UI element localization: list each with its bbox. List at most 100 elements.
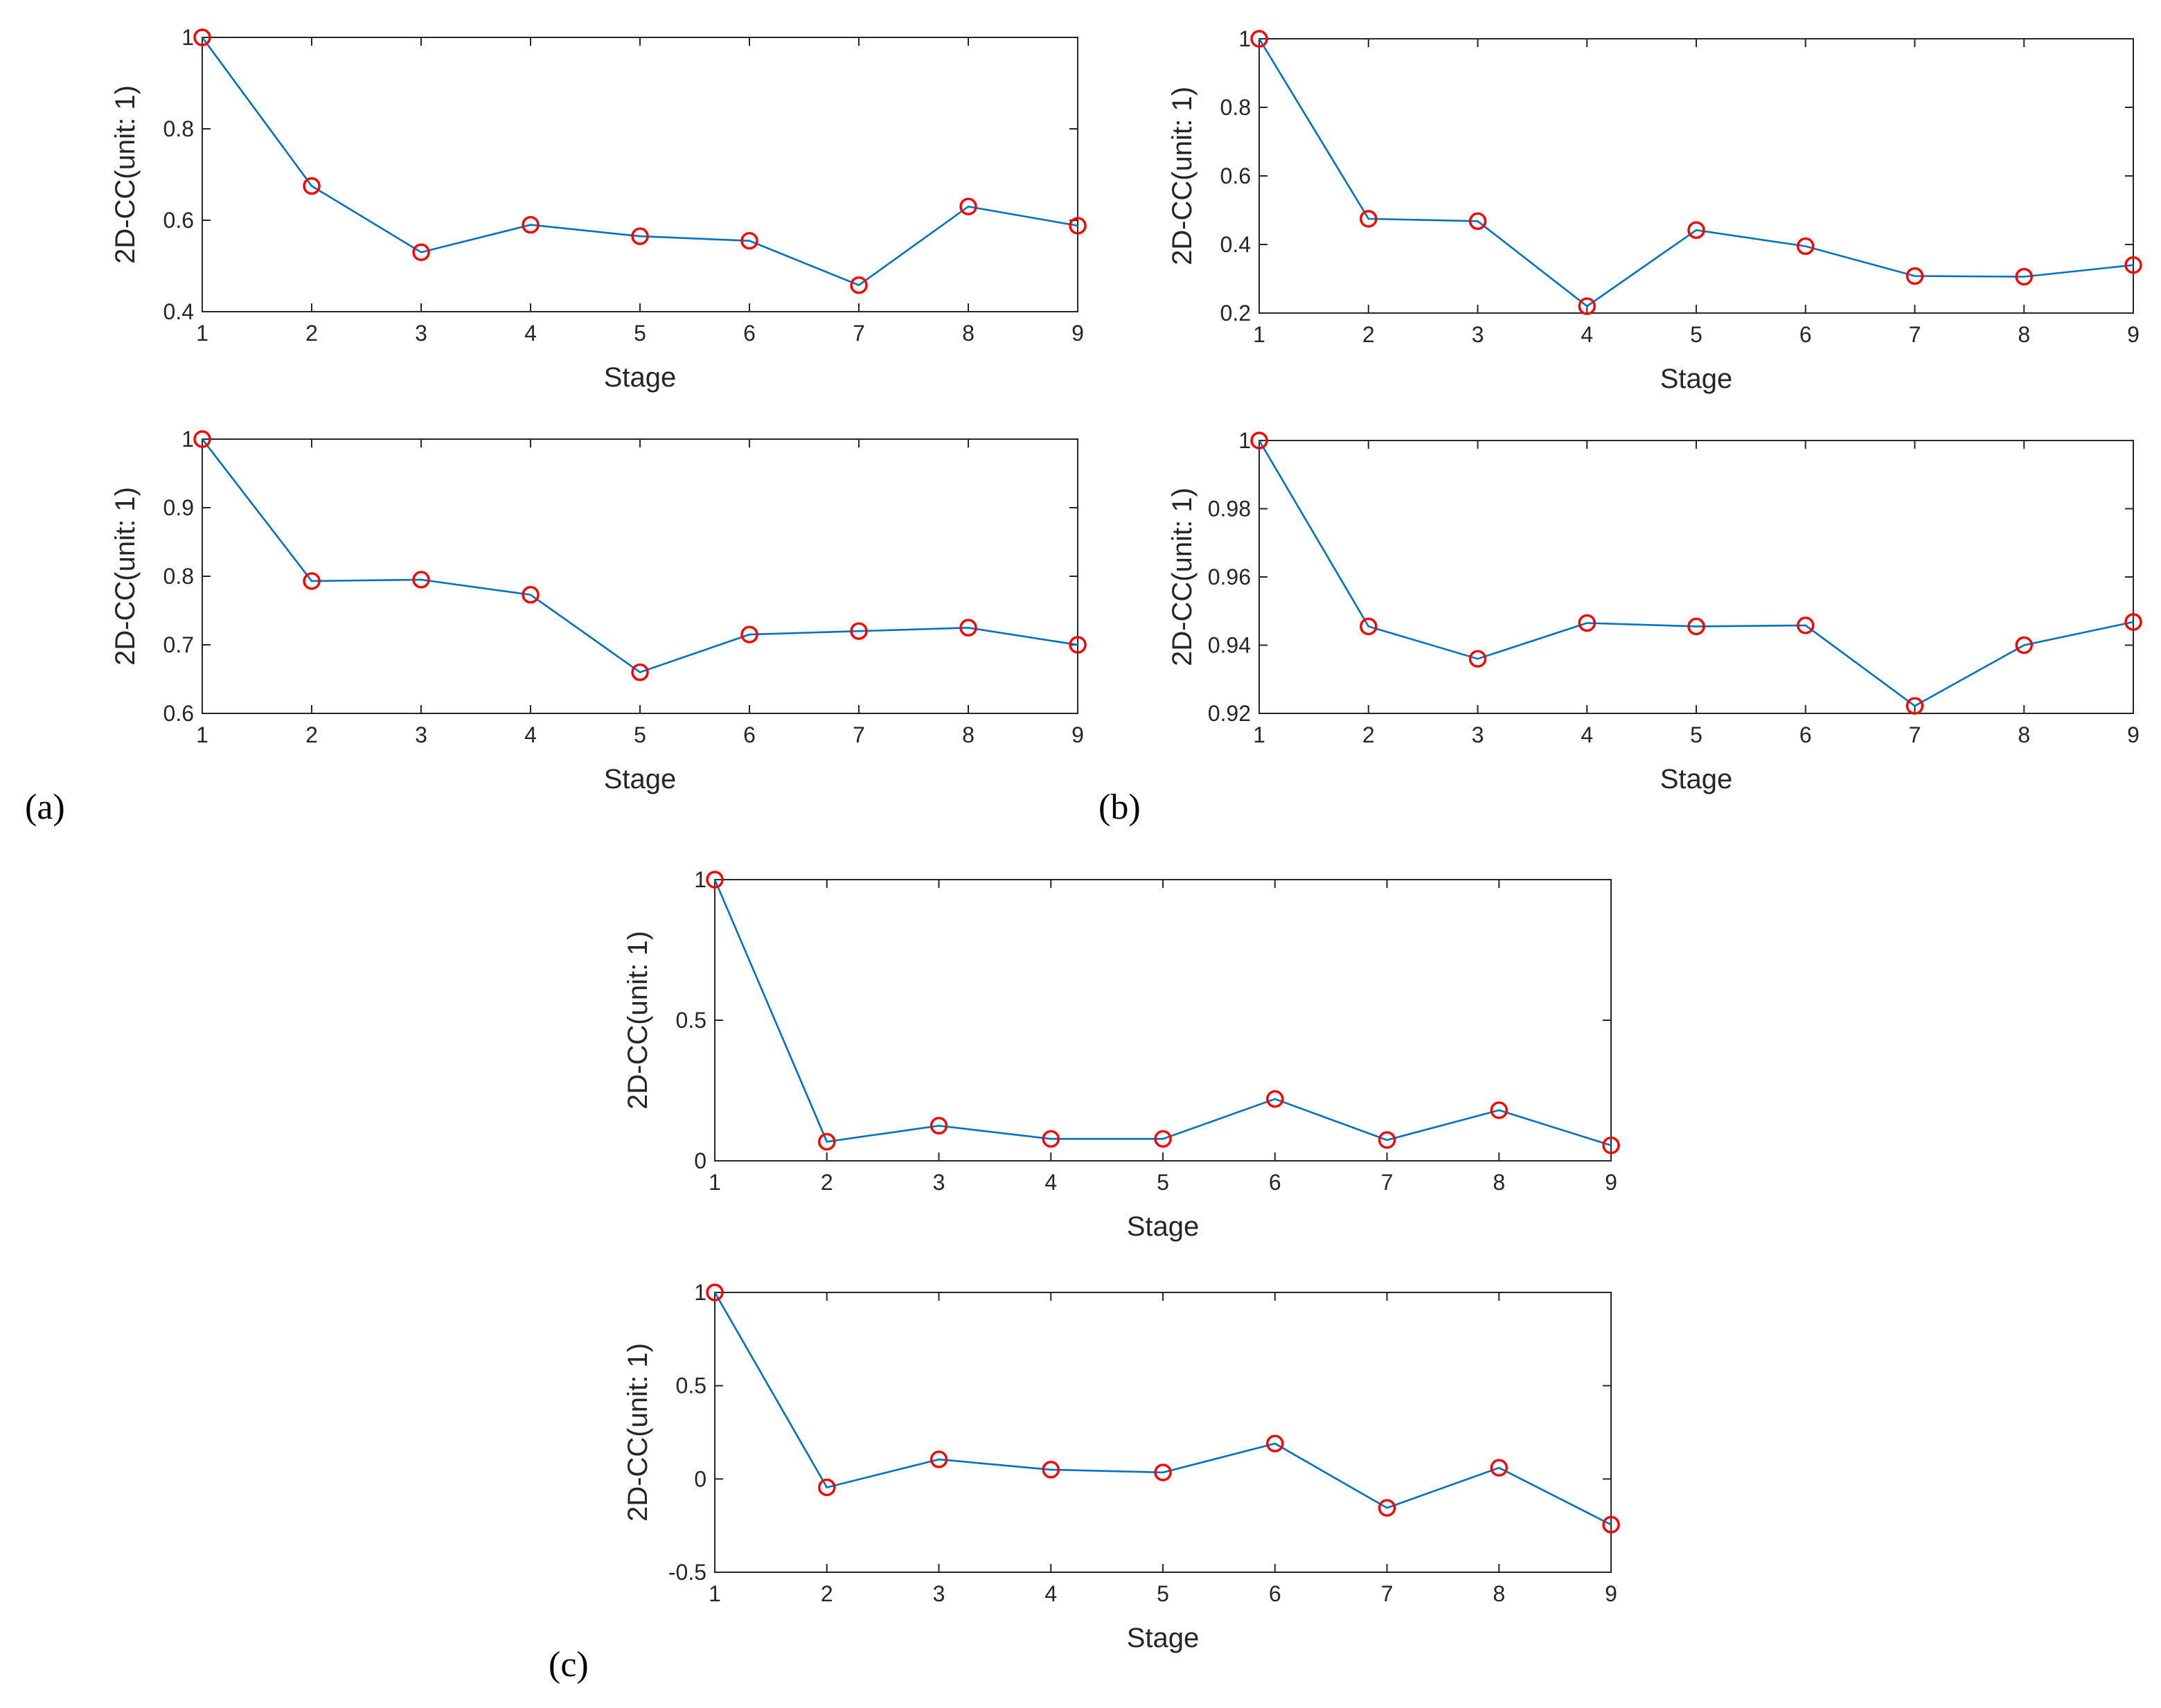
data-point-marker — [1490, 1101, 1508, 1119]
y-tick-label: 0.9 — [163, 495, 194, 520]
y-tick-label: 1 — [1238, 428, 1251, 453]
y-axis-label: 2D-CC(unit: 1) — [110, 487, 141, 666]
data-point-marker — [959, 619, 977, 637]
series-line — [1258, 38, 2134, 308]
x-tick-label: 1 — [1253, 722, 1265, 747]
x-tick-label: 8 — [2018, 322, 2030, 347]
data-point-marker — [740, 625, 758, 643]
plot-frame — [1259, 440, 2134, 714]
x-tick-label: 5 — [1690, 322, 1702, 347]
y-tick-label: 0.6 — [163, 701, 194, 726]
plot-frame — [714, 1292, 1612, 1573]
x-tick-label: 1 — [1253, 322, 1265, 347]
plot-frame — [714, 879, 1612, 1162]
x-tick-label: 8 — [1493, 1581, 1505, 1606]
x-tick-label: 8 — [2018, 722, 2030, 747]
data-point-marker — [1378, 1499, 1396, 1517]
data-point-marker — [1905, 697, 1924, 715]
x-tick-label: 5 — [634, 722, 646, 747]
x-tick-label: 2 — [1362, 722, 1375, 747]
y-tick-label: 0.5 — [676, 1008, 706, 1033]
data-point-marker — [1687, 617, 1705, 636]
data-point-marker — [2124, 613, 2142, 631]
data-point-marker — [930, 1450, 948, 1468]
data-point-marker — [818, 1132, 836, 1151]
y-tick-label: 0.96 — [1208, 564, 1251, 589]
plot-frame — [202, 37, 1078, 312]
data-point-marker — [1797, 616, 1815, 634]
x-tick-label: 1 — [196, 722, 208, 747]
data-point-marker — [1069, 636, 1087, 654]
x-tick-label: 7 — [1909, 722, 1921, 747]
x-tick-label: 4 — [1581, 322, 1593, 347]
data-point-marker — [1266, 1434, 1284, 1452]
x-tick-label: 2 — [305, 321, 318, 346]
data-point-marker — [631, 227, 649, 245]
y-tick-label: 0.5 — [676, 1373, 706, 1398]
data-point-marker — [2015, 267, 2033, 286]
x-tick-label: 5 — [1157, 1581, 1169, 1606]
x-tick-label: 9 — [2127, 722, 2140, 747]
x-tick-label: 6 — [1799, 722, 1812, 747]
series-line — [713, 879, 1612, 1146]
y-tick-label: 0.8 — [163, 564, 194, 589]
data-point-marker — [412, 571, 430, 589]
x-tick-label: 7 — [1909, 322, 1921, 347]
x-tick-label: 9 — [1605, 1170, 1617, 1195]
data-point-marker — [740, 232, 758, 250]
x-tick-label: 5 — [634, 321, 646, 346]
x-tick-label: 9 — [1071, 722, 1084, 747]
data-point-marker — [850, 622, 868, 640]
y-axis-label: 2D-CC(unit: 1) — [623, 1343, 653, 1522]
y-tick-label: 1 — [1238, 26, 1251, 51]
data-point-marker — [522, 215, 540, 234]
charts-layer: 1 2 3 4 5 6 7 8 9 0.4 0.6 0.8 1 Stage 2D-CC(unit: 1) 1 2… — [110, 25, 2142, 1653]
series-line — [201, 37, 1078, 287]
x-axis-label: Stage — [1660, 364, 1733, 394]
x-tick-label: 6 — [1269, 1170, 1281, 1195]
y-tick-label: 0.6 — [1220, 163, 1251, 188]
x-tick-label: 2 — [821, 1581, 833, 1606]
x-tick-label: 2 — [821, 1170, 833, 1195]
series-line — [713, 1292, 1612, 1526]
x-axis-label: Stage — [1660, 764, 1733, 794]
data-point-marker — [818, 1478, 836, 1497]
data-point-marker — [706, 1283, 724, 1301]
plot-frame — [1259, 38, 2134, 314]
x-tick-label: 7 — [1381, 1581, 1394, 1606]
data-point-marker — [1360, 210, 1378, 228]
x-tick-label: 3 — [933, 1170, 945, 1195]
data-point-marker — [1578, 614, 1596, 632]
y-tick-label: 0.94 — [1208, 633, 1251, 658]
x-tick-label: 7 — [853, 321, 865, 346]
x-tick-label: 6 — [743, 321, 756, 346]
data-point-marker — [1905, 267, 1924, 285]
y-tick-label: 1 — [694, 867, 706, 892]
series-line — [1258, 440, 2134, 707]
y-tick-label: 0.4 — [1220, 232, 1251, 257]
x-tick-label: 4 — [524, 321, 537, 346]
data-point-marker — [1468, 650, 1487, 668]
data-point-marker — [1250, 30, 1268, 48]
data-point-marker — [303, 572, 321, 590]
data-point-marker — [303, 177, 321, 195]
x-tick-label: 6 — [743, 722, 756, 747]
x-tick-label: 4 — [1044, 1581, 1057, 1606]
data-point-marker — [1378, 1131, 1396, 1149]
y-tick-label: 0.7 — [163, 632, 194, 657]
data-point-marker — [1687, 221, 1705, 239]
x-tick-label: 2 — [305, 722, 318, 747]
y-tick-label: 1 — [181, 427, 194, 452]
y-tick-label: 1 — [181, 25, 194, 50]
x-tick-label: 8 — [1493, 1170, 1505, 1195]
y-tick-label: 0.6 — [163, 208, 194, 233]
data-point-marker — [850, 276, 868, 294]
panel-label-a: (a) — [25, 788, 65, 827]
y-tick-label: -0.5 — [668, 1560, 706, 1585]
chart-a-top: 1 2 3 4 5 6 7 8 9 0.4 0.6 0.8 1 Stage 2D-CC(unit: 1) — [110, 25, 1087, 393]
data-point-marker — [706, 871, 724, 889]
x-tick-label: 8 — [962, 722, 975, 747]
panel-label-c: (c) — [549, 1645, 589, 1684]
data-point-marker — [631, 663, 649, 682]
